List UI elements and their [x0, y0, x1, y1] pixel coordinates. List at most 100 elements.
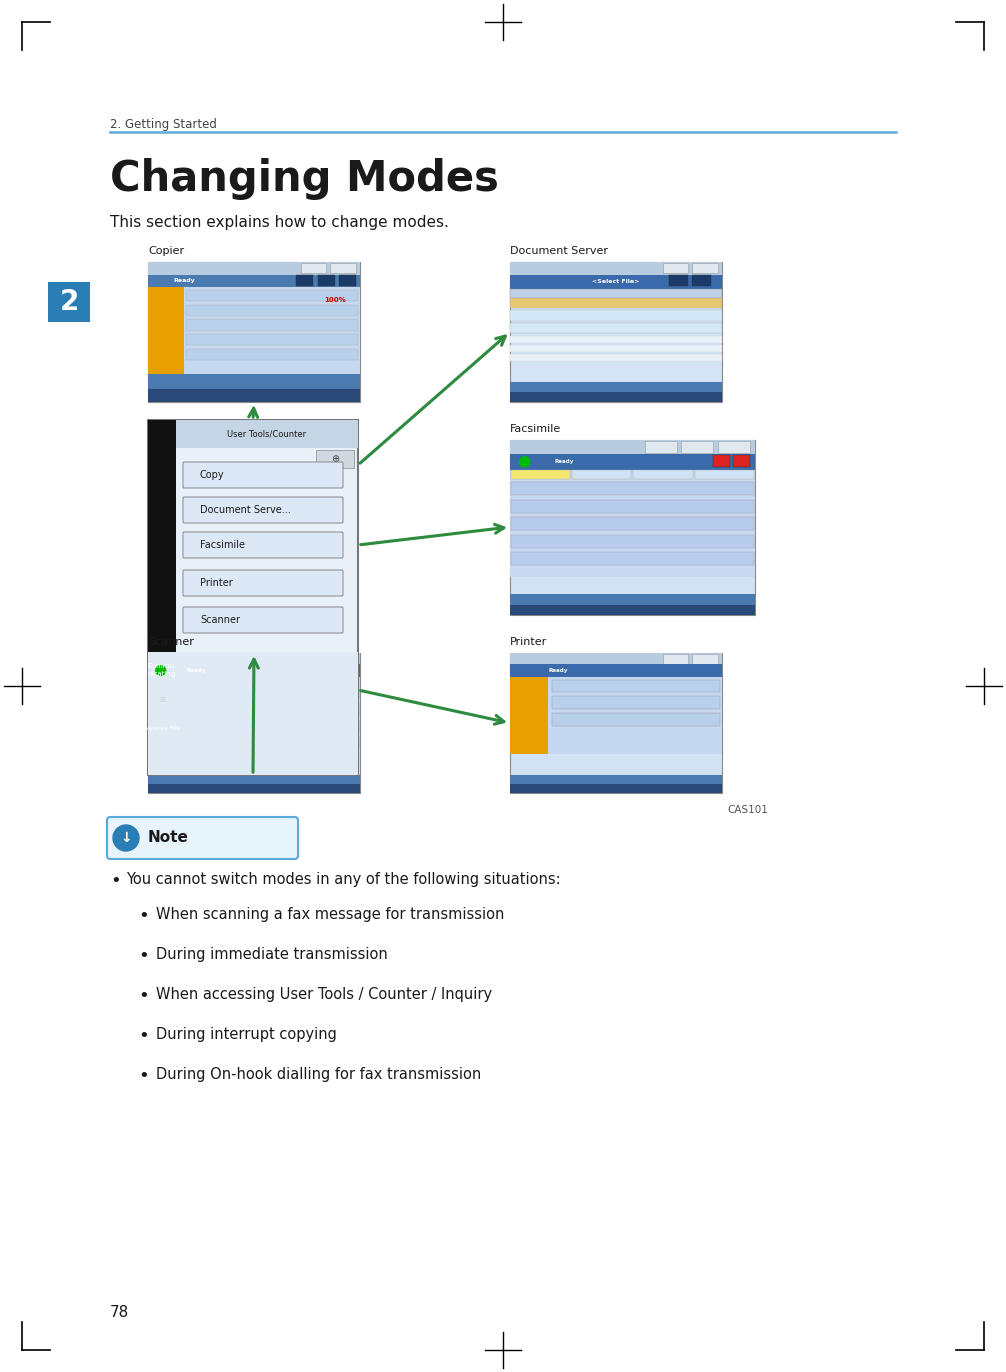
FancyBboxPatch shape	[510, 775, 722, 783]
FancyBboxPatch shape	[265, 653, 292, 664]
FancyBboxPatch shape	[152, 691, 174, 708]
FancyBboxPatch shape	[48, 283, 90, 322]
FancyBboxPatch shape	[183, 462, 343, 488]
FancyBboxPatch shape	[148, 420, 358, 775]
FancyBboxPatch shape	[148, 262, 360, 274]
FancyBboxPatch shape	[186, 348, 358, 359]
FancyBboxPatch shape	[148, 390, 360, 402]
FancyBboxPatch shape	[176, 420, 358, 449]
FancyBboxPatch shape	[148, 775, 360, 783]
FancyBboxPatch shape	[148, 653, 360, 664]
Text: Document Server: Document Server	[510, 246, 608, 257]
FancyBboxPatch shape	[510, 653, 722, 664]
Text: During On-hook dialling for fax transmission: During On-hook dialling for fax transmis…	[156, 1067, 481, 1083]
FancyBboxPatch shape	[510, 440, 754, 615]
FancyBboxPatch shape	[552, 679, 720, 693]
Text: Printer: Printer	[200, 578, 232, 589]
FancyBboxPatch shape	[510, 274, 722, 288]
FancyBboxPatch shape	[148, 676, 360, 685]
FancyBboxPatch shape	[186, 320, 358, 331]
FancyBboxPatch shape	[692, 263, 717, 273]
FancyBboxPatch shape	[149, 735, 359, 746]
FancyBboxPatch shape	[510, 664, 722, 676]
FancyBboxPatch shape	[297, 276, 313, 285]
FancyBboxPatch shape	[510, 298, 722, 309]
FancyBboxPatch shape	[572, 469, 632, 479]
Text: 2: 2	[59, 288, 78, 316]
Text: Ready: Ready	[186, 668, 205, 674]
FancyBboxPatch shape	[148, 783, 360, 793]
Text: Document Serve...: Document Serve...	[200, 505, 291, 514]
Text: ⊕: ⊕	[331, 454, 339, 464]
FancyBboxPatch shape	[663, 263, 688, 273]
FancyBboxPatch shape	[511, 517, 754, 530]
FancyBboxPatch shape	[510, 322, 722, 333]
FancyBboxPatch shape	[695, 469, 754, 479]
FancyBboxPatch shape	[692, 276, 711, 285]
FancyBboxPatch shape	[148, 652, 358, 775]
FancyBboxPatch shape	[107, 816, 298, 859]
FancyBboxPatch shape	[511, 499, 754, 513]
FancyBboxPatch shape	[713, 456, 730, 466]
FancyBboxPatch shape	[328, 653, 356, 664]
FancyBboxPatch shape	[510, 392, 722, 402]
FancyBboxPatch shape	[510, 676, 548, 753]
FancyBboxPatch shape	[148, 375, 360, 390]
Text: •: •	[138, 947, 149, 965]
Text: •: •	[138, 907, 149, 925]
FancyBboxPatch shape	[511, 552, 754, 565]
FancyBboxPatch shape	[510, 594, 754, 605]
FancyBboxPatch shape	[330, 263, 356, 273]
FancyBboxPatch shape	[152, 738, 174, 755]
FancyBboxPatch shape	[510, 336, 722, 343]
FancyBboxPatch shape	[148, 420, 176, 775]
Text: Changing Modes: Changing Modes	[110, 158, 499, 200]
FancyBboxPatch shape	[149, 676, 217, 685]
FancyBboxPatch shape	[552, 697, 720, 709]
FancyBboxPatch shape	[510, 454, 754, 469]
FancyBboxPatch shape	[511, 535, 754, 547]
FancyBboxPatch shape	[148, 287, 184, 375]
FancyBboxPatch shape	[511, 482, 754, 495]
FancyBboxPatch shape	[511, 469, 570, 479]
FancyBboxPatch shape	[183, 532, 343, 558]
FancyBboxPatch shape	[149, 704, 359, 715]
FancyBboxPatch shape	[552, 713, 720, 726]
Text: You cannot switch modes in any of the following situations:: You cannot switch modes in any of the fo…	[126, 873, 560, 888]
FancyBboxPatch shape	[186, 289, 358, 302]
FancyBboxPatch shape	[669, 276, 688, 285]
FancyBboxPatch shape	[186, 335, 358, 346]
FancyBboxPatch shape	[681, 440, 713, 453]
FancyBboxPatch shape	[148, 274, 360, 287]
FancyBboxPatch shape	[510, 344, 722, 351]
Text: This section explains how to change modes.: This section explains how to change mode…	[110, 215, 449, 230]
Circle shape	[156, 665, 166, 675]
Text: •: •	[138, 1067, 149, 1085]
Text: Receive File: Receive File	[144, 726, 180, 730]
Text: Copier: Copier	[148, 246, 184, 257]
FancyBboxPatch shape	[183, 497, 343, 523]
FancyBboxPatch shape	[316, 450, 354, 468]
FancyBboxPatch shape	[183, 606, 343, 632]
FancyBboxPatch shape	[301, 263, 326, 273]
FancyBboxPatch shape	[634, 469, 693, 479]
FancyBboxPatch shape	[318, 276, 335, 285]
FancyBboxPatch shape	[148, 664, 360, 676]
Text: During interrupt copying: During interrupt copying	[156, 1028, 337, 1041]
FancyBboxPatch shape	[148, 685, 360, 763]
FancyBboxPatch shape	[510, 653, 722, 793]
Text: ☰: ☰	[160, 697, 166, 702]
FancyBboxPatch shape	[510, 288, 722, 298]
Text: •: •	[138, 986, 149, 1006]
Text: Note: Note	[148, 830, 189, 845]
FancyBboxPatch shape	[510, 605, 754, 615]
FancyBboxPatch shape	[663, 653, 688, 664]
FancyBboxPatch shape	[548, 676, 722, 753]
FancyBboxPatch shape	[510, 480, 754, 576]
FancyBboxPatch shape	[718, 440, 750, 453]
FancyBboxPatch shape	[219, 676, 289, 685]
FancyBboxPatch shape	[510, 469, 754, 480]
FancyBboxPatch shape	[692, 653, 717, 664]
FancyBboxPatch shape	[645, 440, 677, 453]
Circle shape	[520, 457, 530, 466]
